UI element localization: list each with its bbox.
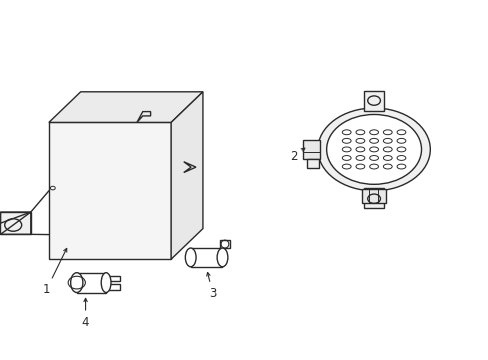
Polygon shape bbox=[306, 159, 318, 168]
Polygon shape bbox=[303, 140, 320, 159]
Ellipse shape bbox=[101, 273, 111, 292]
Polygon shape bbox=[49, 92, 203, 122]
Circle shape bbox=[317, 108, 429, 191]
Polygon shape bbox=[190, 248, 222, 267]
Text: 1: 1 bbox=[42, 248, 66, 296]
Text: 3: 3 bbox=[206, 273, 216, 300]
Polygon shape bbox=[106, 284, 120, 290]
Polygon shape bbox=[171, 92, 203, 259]
Polygon shape bbox=[0, 212, 31, 234]
Ellipse shape bbox=[217, 248, 227, 267]
Polygon shape bbox=[363, 91, 384, 111]
Polygon shape bbox=[220, 240, 229, 248]
Ellipse shape bbox=[71, 273, 83, 292]
Polygon shape bbox=[361, 189, 386, 203]
Polygon shape bbox=[49, 122, 171, 259]
Circle shape bbox=[326, 114, 421, 184]
Ellipse shape bbox=[185, 248, 196, 267]
Text: 4: 4 bbox=[81, 298, 89, 329]
Text: 2: 2 bbox=[289, 148, 304, 163]
Polygon shape bbox=[106, 275, 120, 281]
Polygon shape bbox=[363, 188, 384, 208]
Polygon shape bbox=[77, 273, 106, 292]
